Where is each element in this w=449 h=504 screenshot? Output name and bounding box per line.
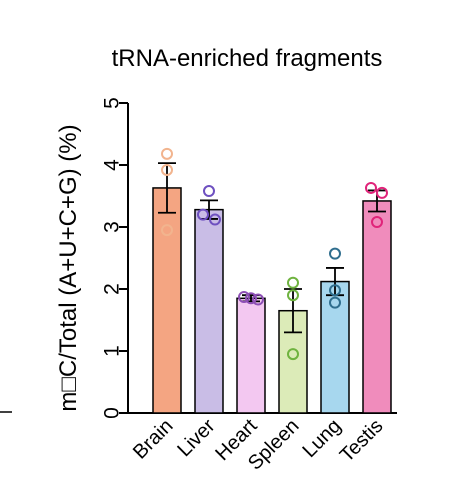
data-point xyxy=(329,296,341,309)
data-point xyxy=(376,186,388,199)
data-point xyxy=(161,224,173,237)
x-category-label: Brain xyxy=(129,415,178,464)
y-tick-label: 0 xyxy=(101,407,124,419)
y-ticks-group: 0 1 2 3 4 5 xyxy=(101,97,128,419)
y-axis-label: m□C/Total (A+U+C+G) (%) xyxy=(55,124,82,411)
data-point xyxy=(287,289,299,302)
data-point xyxy=(287,276,299,289)
y-tick-label: 1 xyxy=(101,345,124,357)
y-tick-label: 3 xyxy=(101,221,124,233)
data-point xyxy=(287,348,299,361)
bar xyxy=(320,280,350,414)
x-category-label: Liver xyxy=(173,415,219,461)
data-point xyxy=(203,185,215,198)
data-point xyxy=(252,293,264,306)
data-point xyxy=(245,292,257,305)
chart-title: tRNA-enriched fragments xyxy=(112,45,383,72)
data-point xyxy=(238,291,250,304)
bars-group xyxy=(152,187,392,414)
y-tick-label: 5 xyxy=(101,97,124,109)
data-point xyxy=(161,147,173,160)
data-point xyxy=(371,216,383,229)
data-point xyxy=(365,181,377,194)
data-point xyxy=(209,213,221,226)
x-category-label: Testis xyxy=(336,415,388,467)
data-point xyxy=(329,284,341,297)
data-points-group xyxy=(161,147,388,361)
data-point xyxy=(197,208,209,221)
y-tick-label: 2 xyxy=(101,283,124,295)
y-tick-label: 4 xyxy=(101,159,124,171)
error-bars-group xyxy=(158,162,386,334)
bar xyxy=(152,187,182,414)
bar xyxy=(194,208,224,414)
data-point xyxy=(161,163,173,176)
bar xyxy=(362,200,392,414)
bar xyxy=(236,297,266,414)
data-point xyxy=(329,247,341,260)
